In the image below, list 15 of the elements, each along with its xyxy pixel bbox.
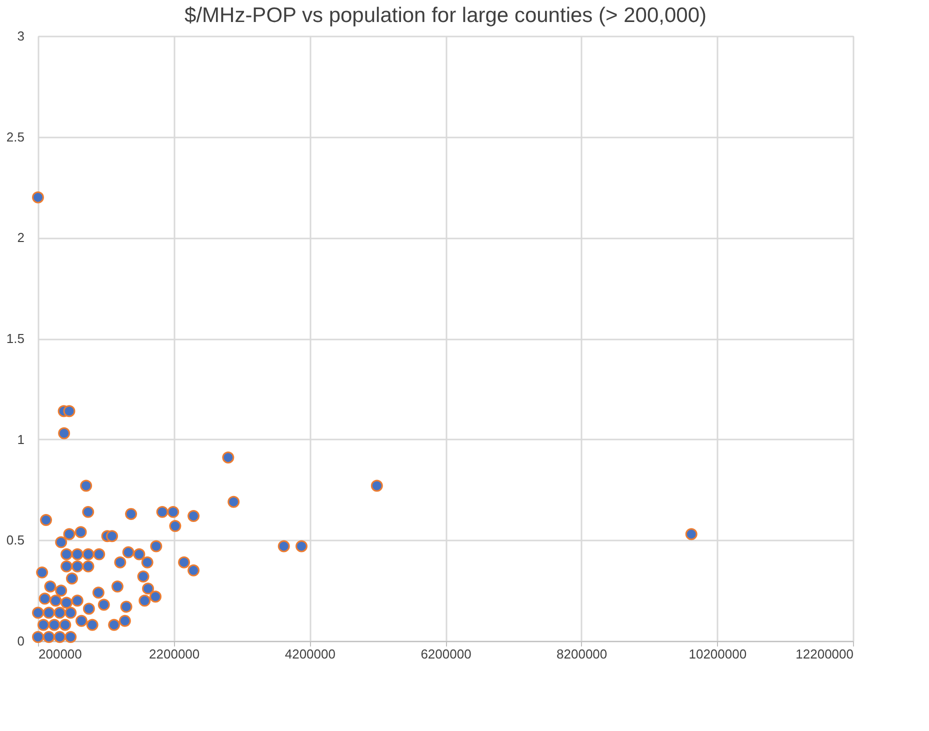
- x-tick-label: 200000: [38, 646, 82, 662]
- y-tick-label: 3: [17, 28, 24, 44]
- y-tick-label: 0: [17, 634, 24, 648]
- x-tick-label: 10200000: [688, 646, 747, 662]
- x-tick-label: 2200000: [149, 646, 200, 662]
- x-tick-label: 12200000: [796, 646, 854, 662]
- x-tick-label: 8200000: [556, 646, 608, 662]
- y-tick-label: 1.5: [6, 331, 24, 346]
- x-tick-label: 4200000: [284, 646, 336, 662]
- y-tick-label: 2: [17, 230, 24, 246]
- y-tick-label: 1: [17, 432, 24, 447]
- chart-title: $/MHz-POP vs population for large counties (> 200,000): [184, 4, 706, 27]
- y-tick-label: 0.5: [6, 532, 24, 548]
- y-tick-label: 2.5: [6, 129, 24, 144]
- x-tick-label: 6200000: [420, 646, 472, 662]
